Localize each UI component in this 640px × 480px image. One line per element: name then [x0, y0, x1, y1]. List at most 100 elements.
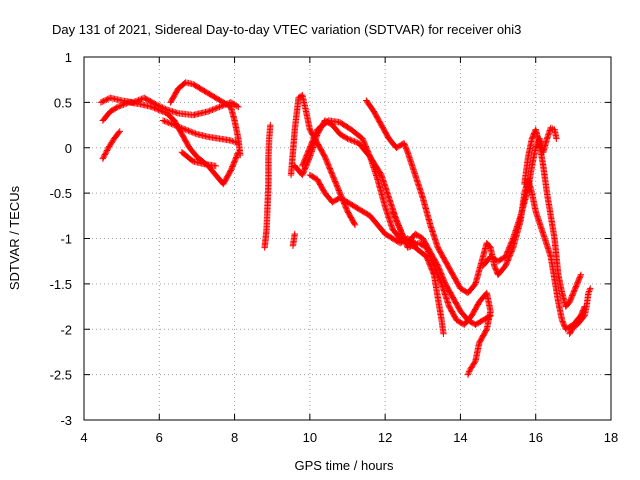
data-point: [466, 366, 474, 374]
data-point: [347, 136, 354, 144]
data-point: [183, 126, 191, 134]
data-point: [343, 134, 350, 142]
data-point: [587, 285, 594, 292]
series-track-7: [261, 121, 274, 251]
series-track-6: [178, 149, 219, 170]
data-point: [103, 96, 110, 103]
data-point: [580, 313, 587, 320]
data-point: [410, 242, 417, 249]
data-point: [121, 100, 129, 108]
data-point: [101, 152, 108, 160]
x-tick-label: 18: [604, 430, 618, 445]
y-tick-label: 1: [65, 50, 72, 65]
data-point: [103, 148, 110, 156]
data-point: [553, 135, 560, 142]
series-track-9: [287, 91, 359, 229]
data-point: [100, 97, 107, 105]
data-point: [159, 108, 166, 115]
data-point: [351, 138, 358, 145]
y-tick-label: 0.5: [54, 95, 72, 110]
y-tick-label: -0.5: [50, 186, 72, 201]
data-point: [181, 125, 188, 133]
data-point: [213, 104, 220, 112]
data-point: [230, 138, 238, 145]
data-point: [586, 286, 593, 294]
data-point: [344, 135, 351, 142]
chart-title: Day 131 of 2021, Sidereal Day-to-day VTE…: [52, 22, 521, 37]
data-point: [210, 105, 218, 113]
data-point: [114, 103, 122, 111]
y-tick-label: -2: [60, 322, 72, 337]
x-tick-label: 6: [156, 430, 163, 445]
data-point: [229, 137, 236, 145]
data-point: [466, 368, 473, 375]
data-point: [233, 139, 241, 146]
data-point: [152, 105, 160, 112]
data-point: [267, 121, 274, 129]
data-point: [154, 106, 161, 113]
data-point: [351, 220, 358, 227]
data-point: [116, 103, 123, 110]
data-point: [188, 128, 195, 136]
x-tick-label: 10: [303, 430, 317, 445]
data-point: [351, 221, 359, 229]
data-point: [235, 140, 242, 147]
y-tick-label: -1: [60, 232, 72, 247]
data-point: [205, 108, 212, 115]
marker-layer: [97, 79, 594, 378]
series-track-14: [389, 208, 494, 378]
data-point: [577, 272, 584, 280]
data-point: [151, 104, 158, 112]
data-point: [212, 162, 219, 170]
tick-label-layer: 4 6 8 10 12 14 16 18 -3 -2.5 -2 -1.5 -1 -0.5 0 0.5 1: [50, 50, 619, 445]
data-point: [185, 127, 192, 134]
data-point: [585, 288, 593, 295]
x-tick-label: 4: [80, 430, 87, 445]
data-point: [113, 104, 120, 111]
data-point: [232, 138, 239, 146]
x-axis-label: GPS time / hours: [295, 458, 394, 473]
x-tick-label: 14: [453, 430, 467, 445]
data-point: [100, 154, 107, 161]
data-point: [214, 104, 222, 111]
data-point: [235, 103, 242, 111]
data-point: [464, 371, 472, 378]
data-point: [99, 98, 106, 105]
data-point: [408, 242, 416, 250]
data-point: [158, 107, 165, 115]
data-point: [182, 126, 189, 133]
data-point: [172, 122, 179, 129]
data-point: [189, 129, 196, 136]
series-track-4: [167, 79, 244, 159]
x-tick-label: 8: [231, 430, 238, 445]
axis-layer: [83, 56, 612, 421]
data-point: [345, 136, 353, 143]
data-point: [101, 151, 109, 158]
data-point: [161, 117, 168, 125]
data-point: [577, 271, 585, 278]
data-point: [171, 121, 178, 129]
data-point: [102, 149, 109, 157]
data-point: [166, 120, 174, 127]
series-track-5: [159, 117, 242, 147]
data-point: [162, 118, 170, 125]
data-point: [169, 121, 177, 128]
data-point: [178, 124, 185, 132]
data-point: [405, 243, 413, 251]
data-point: [440, 330, 447, 337]
series-track-2: [99, 128, 123, 162]
data-point: [148, 103, 155, 111]
data-point: [212, 105, 219, 112]
data-point: [348, 137, 355, 144]
data-point: [216, 103, 223, 111]
data-point: [192, 130, 199, 137]
data-point: [115, 129, 123, 136]
data-point: [465, 369, 472, 377]
data-point: [155, 106, 162, 113]
data-point: [160, 108, 168, 116]
data-point: [411, 241, 418, 248]
data-point: [103, 147, 111, 154]
data-point: [291, 230, 298, 238]
data-point: [104, 95, 111, 103]
